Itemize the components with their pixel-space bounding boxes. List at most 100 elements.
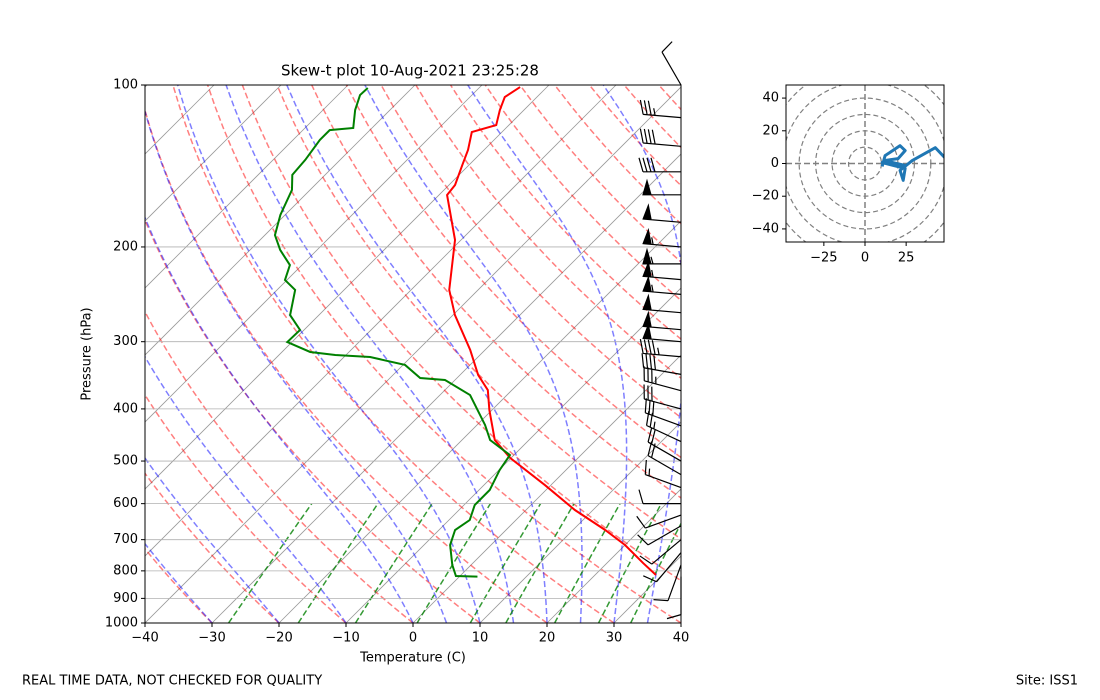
wind-barb — [643, 366, 682, 392]
wind-barb — [642, 227, 682, 248]
moist-adiabat — [602, 85, 681, 623]
mixing-ratio-line — [416, 503, 492, 623]
isotherm — [145, 85, 617, 557]
wind-barb — [638, 489, 681, 505]
wind-barb — [642, 293, 682, 314]
wind-barb — [638, 157, 681, 173]
hodograph-trace — [880, 144, 944, 182]
isotherm — [546, 488, 681, 623]
x-axis-label: Temperature (C) — [359, 651, 466, 666]
y-tick-label: 500 — [113, 454, 138, 469]
x-tick-label: 30 — [606, 631, 623, 646]
chart-title: Skew-t plot 10-Aug-2021 23:25:28 — [281, 62, 539, 80]
mixing-ratio-line — [297, 503, 379, 623]
dry-adiabat — [145, 393, 347, 623]
y-tick-label: 100 — [113, 78, 138, 93]
dry-adiabat — [145, 310, 414, 623]
moist-adiabat — [145, 215, 414, 623]
y-tick-label: −40 — [752, 221, 779, 236]
sounding-trace — [273, 87, 512, 578]
footer-left: REAL TIME DATA, NOT CHECKED FOR QUALITY — [22, 674, 322, 689]
wind-barb — [666, 576, 682, 620]
y-tick-label: 40 — [762, 91, 779, 106]
isotherm — [145, 85, 416, 356]
y-tick-label: 600 — [113, 496, 138, 511]
isotherm — [145, 85, 483, 423]
y-tick-label: 400 — [113, 401, 138, 416]
dry-adiabat — [206, 85, 681, 623]
dry-adiabat — [311, 85, 681, 499]
wind-barb — [639, 99, 682, 119]
isotherm — [345, 287, 681, 623]
wind-barb — [647, 441, 682, 476]
y-tick-label: 900 — [113, 591, 138, 606]
wind-barb — [642, 203, 682, 223]
dry-adiabat — [241, 85, 681, 582]
x-tick-label: 40 — [673, 631, 690, 646]
wind-barb — [642, 247, 681, 265]
moist-adiabat — [286, 85, 548, 623]
y-tick-label: 800 — [113, 563, 138, 578]
sounding-trace — [446, 86, 657, 576]
x-tick-label: −25 — [810, 251, 837, 266]
wind-barb — [653, 564, 682, 602]
wind-barb — [639, 339, 682, 358]
x-tick-label: −30 — [198, 631, 225, 646]
y-tick-label: −20 — [752, 189, 779, 204]
mixing-ratio-line — [469, 503, 542, 623]
isotherm — [145, 85, 282, 222]
dry-adiabat — [145, 107, 548, 623]
moist-adiabat — [467, 85, 628, 623]
x-tick-label: 0 — [861, 251, 869, 266]
wind-barb — [641, 353, 682, 375]
y-tick-label: 1000 — [105, 616, 138, 631]
footer-right: Site: ISS1 — [1016, 674, 1078, 689]
traces — [273, 86, 657, 578]
wind-barb — [642, 275, 682, 295]
wind-barb — [639, 128, 682, 147]
y-tick-label: 0 — [771, 156, 779, 171]
wind-barb — [636, 514, 682, 529]
wind-barb — [642, 260, 682, 281]
y-tick-label: 20 — [762, 123, 779, 138]
moist-adiabat — [145, 542, 213, 623]
x-tick-label: −10 — [332, 631, 359, 646]
dry-adiabat — [145, 218, 481, 623]
x-tick-label: 10 — [472, 631, 489, 646]
isotherm — [145, 85, 349, 289]
x-tick-label: 25 — [898, 251, 915, 266]
hodograph-line — [880, 144, 944, 182]
wind-barb — [645, 411, 682, 443]
isotherm — [479, 421, 681, 623]
wind-barb — [644, 398, 682, 427]
y-tick-label: 700 — [113, 532, 138, 547]
x-tick-label: −20 — [265, 631, 292, 646]
plot-frame — [144, 84, 682, 624]
x-tick-label: 0 — [409, 631, 417, 646]
y-tick-label: 200 — [113, 239, 138, 254]
moist-adiabat — [145, 456, 280, 623]
y-axis-label: Pressure (hPa) — [80, 307, 95, 400]
x-tick-label: 20 — [539, 631, 556, 646]
isotherm — [278, 220, 681, 623]
wind-barb — [639, 539, 682, 565]
dry-adiabat — [172, 85, 615, 623]
moist-adiabat — [145, 355, 347, 623]
moist-adiabat — [145, 108, 448, 623]
moist-adiabat — [364, 85, 583, 623]
wind-barb — [642, 178, 681, 196]
dry-adiabat — [276, 85, 681, 540]
y-tick-label: 300 — [113, 334, 138, 349]
wind-barb — [643, 384, 682, 410]
wind-barb — [643, 552, 682, 583]
wind-barb — [661, 41, 682, 86]
x-tick-label: −40 — [131, 631, 158, 646]
mixing-ratio-line — [354, 503, 433, 623]
moist-adiabat — [225, 85, 515, 623]
isotherm — [211, 153, 681, 623]
moist-adiabat — [176, 85, 481, 623]
